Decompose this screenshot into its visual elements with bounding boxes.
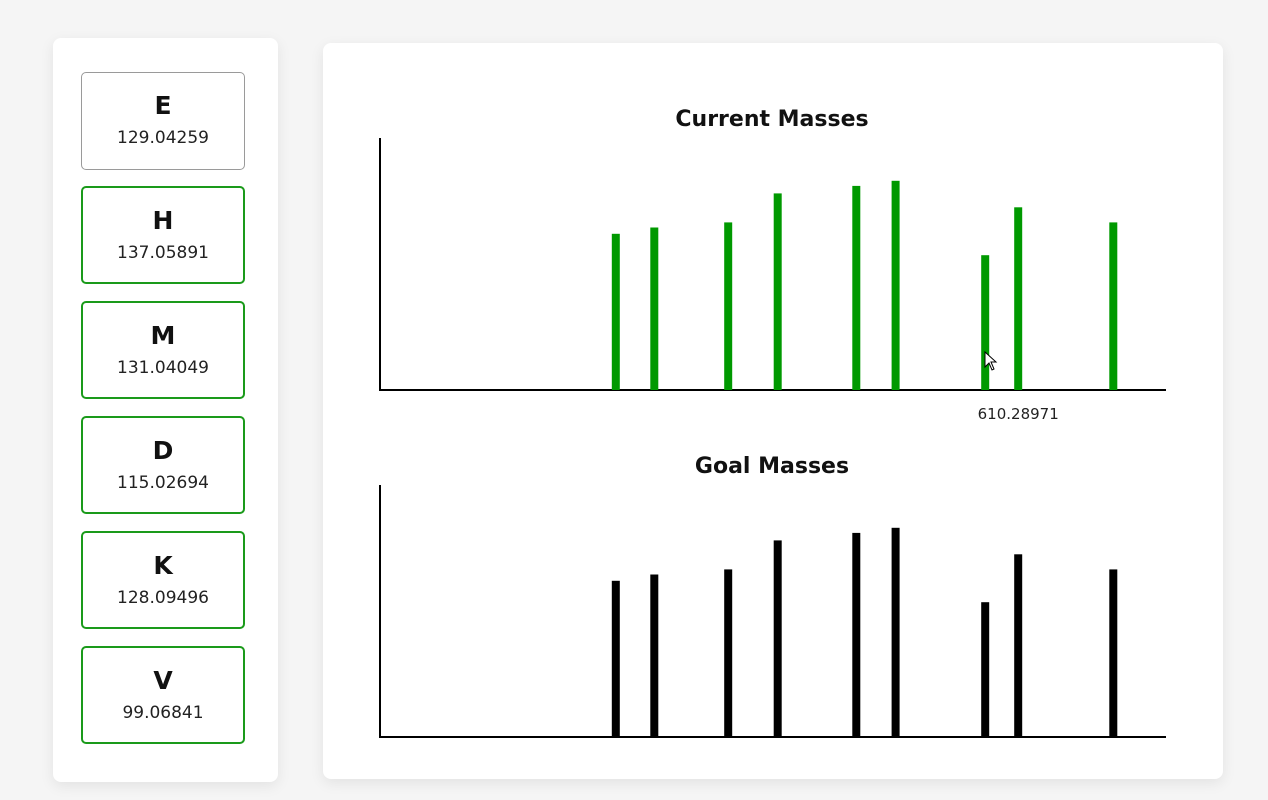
- goal-mass-bar[interactable]: [1014, 554, 1023, 737]
- current-mass-bar[interactable]: [891, 180, 900, 390]
- amino-card-m[interactable]: M 131.04049: [81, 301, 245, 399]
- amino-card-k[interactable]: K 128.09496: [81, 531, 245, 629]
- current-mass-bar[interactable]: [852, 185, 861, 390]
- amino-letter: D: [152, 436, 174, 465]
- amino-letter: K: [153, 551, 173, 580]
- amino-mass: 128.09496: [117, 588, 209, 608]
- current-bars: [611, 180, 1118, 391]
- current-mass-bar[interactable]: [1014, 207, 1023, 390]
- goal-mass-bar[interactable]: [724, 569, 733, 737]
- goal-bars: [611, 527, 1118, 738]
- amino-mass: 129.04259: [117, 128, 209, 148]
- amino-letter: H: [152, 206, 174, 235]
- current-mass-bar[interactable]: [773, 193, 782, 390]
- goal-mass-bar[interactable]: [773, 540, 782, 737]
- amino-letter: E: [154, 91, 172, 120]
- amino-mass: 131.04049: [117, 358, 209, 378]
- current-mass-bar[interactable]: [724, 222, 733, 390]
- goal-mass-bar[interactable]: [981, 602, 990, 737]
- mass-charts-panel: Current Masses 610.28971 Goal Masses: [323, 43, 1223, 779]
- amino-card-h[interactable]: H 137.05891: [81, 186, 245, 284]
- goal-mass-bar[interactable]: [1109, 569, 1118, 737]
- amino-card-e[interactable]: E 129.04259: [81, 72, 245, 170]
- amino-card-v[interactable]: V 99.06841: [81, 646, 245, 744]
- current-mass-bar[interactable]: [611, 233, 620, 390]
- hover-mass-label: 610.28971: [978, 405, 1059, 423]
- arrow-cursor-icon: [984, 351, 998, 371]
- amino-letter: V: [153, 666, 173, 695]
- amino-card-d[interactable]: D 115.02694: [81, 416, 245, 514]
- mass-charts: Current Masses 610.28971 Goal Masses: [379, 107, 1166, 738]
- amino-mass: 115.02694: [117, 473, 209, 493]
- current-mass-bar[interactable]: [981, 255, 990, 390]
- amino-letter: M: [150, 321, 176, 350]
- amino-mass: 137.05891: [117, 243, 209, 263]
- current-mass-bar[interactable]: [1109, 222, 1118, 390]
- current-mass-bar[interactable]: [650, 227, 659, 391]
- goal-mass-bar[interactable]: [891, 527, 900, 737]
- amino-mass: 99.06841: [122, 703, 204, 723]
- goal-mass-bar[interactable]: [611, 580, 620, 737]
- goal-masses-title: Goal Masses: [695, 454, 849, 479]
- amino-acid-sidebar: E 129.04259 H 137.05891 M 131.04049 D 11…: [53, 38, 278, 782]
- goal-mass-bar[interactable]: [852, 532, 861, 737]
- goal-mass-bar[interactable]: [650, 574, 659, 738]
- current-masses-title: Current Masses: [675, 107, 868, 132]
